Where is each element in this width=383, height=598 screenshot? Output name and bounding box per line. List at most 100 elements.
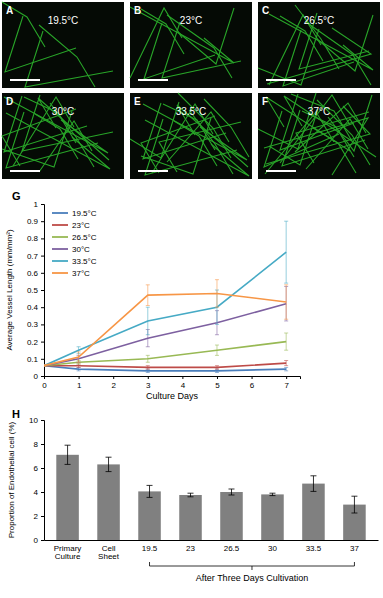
tick-label: 37 [350,544,359,553]
image-panel: C26.5°C [258,2,380,88]
legend-label: 19.5°C [72,209,97,218]
vessel-stroke [145,119,237,175]
axis-line [41,421,45,541]
error-bar-line [67,445,68,464]
error-bar-cap [284,320,288,321]
tick: 37 [350,544,359,553]
error-bar-cap [215,369,219,370]
error-bar-cap [65,464,71,465]
vessel-stroke [299,13,369,69]
legend-item: 30°C [52,245,90,254]
series-line [44,342,286,366]
vessel-stroke [2,2,45,47]
chart-title: G [12,190,21,202]
tick: 0.6 [27,269,44,278]
tick-mark [113,376,114,379]
tick: CellSheet [98,544,120,562]
vessel-stroke [39,25,95,87]
vessel-stroke [141,118,211,174]
tick-label: PrimaryCulture [54,544,82,562]
error-bar-cap [284,350,288,351]
vessel-stroke [178,93,231,158]
tick: 6 [34,464,44,473]
vessel-stroke [143,103,226,159]
tick: 19.5 [142,544,158,553]
tick: 1 [34,200,44,209]
tick-label: 26.5 [224,544,240,553]
tick-mark [252,376,253,379]
error-bar-cap [269,495,275,496]
legend: 19.5°C23°C26.5°C30°C33.5°C37°C [52,209,97,278]
bar [97,464,120,540]
tick-label: 0.9 [27,217,39,226]
panel-label: B [134,5,141,16]
tick: 1 [77,376,82,390]
scale-bar [10,79,40,81]
tick-mark [41,516,44,517]
chart-h: H0246810PrimaryCultureCellSheet19.52326.… [7,408,379,583]
tick-mark [182,376,183,379]
legend-item: 37°C [52,269,90,278]
tick-mark [286,376,287,379]
vessel-stroke [204,99,249,157]
tick-label: 6 [250,381,255,390]
bar [302,484,325,540]
tick-label: 0.7 [27,252,39,261]
legend-label: 30°C [72,245,90,254]
error-bar-cap [77,362,81,363]
tick-mark [41,256,44,257]
vessel-stroke [291,94,352,141]
panel-background [258,93,380,179]
y-axis: 0246810 [29,416,44,545]
error-bar-cap [215,307,219,308]
error-bar [65,445,71,464]
tick: 0.3 [27,320,44,329]
plot-area [56,445,365,540]
tick: 0.8 [27,234,44,243]
vessel-stroke [6,112,98,168]
tick-mark [41,204,44,205]
tick-mark [41,221,44,222]
vessel-pattern [130,93,249,176]
tick-label: 33.5 [306,544,322,553]
tick: 30 [268,544,277,553]
y-axis: 00.10.20.30.40.50.60.70.80.91 [27,200,45,381]
error-bar [351,496,357,513]
vessel-stroke [167,112,229,162]
vessel-stroke [269,14,373,70]
tick-mark [217,376,218,379]
error-bar-cap [77,363,81,364]
error-bar-cap [146,284,150,285]
vessel-stroke [144,23,215,79]
vessel-stroke [39,121,92,172]
error-bar-cap [284,367,288,368]
error-bar-cap [146,307,150,308]
axis-line [45,377,301,380]
error-bar-cap [146,362,150,363]
error-bar-cap [77,363,81,364]
tick-mark [44,376,45,379]
tick: 0.1 [27,355,44,364]
tick: 2 [111,376,116,390]
panel-background [2,2,124,88]
tick-label: 1 [34,200,39,209]
tick-label: 0.8 [27,234,39,243]
tick: 26.5 [224,544,240,553]
error-bar-cap [147,485,153,486]
error-bar-line [231,489,232,495]
panel-temperature: 30°C [52,106,74,117]
tick-mark [41,307,44,308]
tick-mark [41,468,44,469]
tick: 8 [34,440,44,449]
image-panel: D30°C [2,93,124,179]
panel-background [130,93,252,179]
error-bar-cap [215,345,219,346]
x-axis: PrimaryCulture CellSheet 19.5 23 26.5 30 33.5 3… [45,541,379,562]
error-bar [228,489,234,495]
error-bar-cap [77,367,81,368]
tick-label: 5 [215,381,220,390]
tick: 23 [186,544,195,553]
series-line [44,363,286,367]
legend-swatch [52,212,68,214]
error-bar-cap [284,370,288,371]
